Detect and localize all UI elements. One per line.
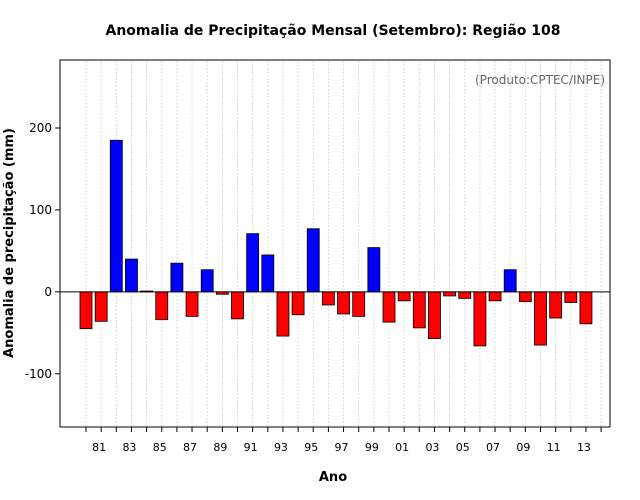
bar-04 bbox=[443, 291, 457, 297]
bar-96 bbox=[321, 291, 335, 306]
x-tick-label: 89 bbox=[213, 441, 227, 454]
x-axis: 81 83 85 87 89 91 93 95 97 99 01 03 05 07 09 11 13 bbox=[85, 427, 602, 454]
bars bbox=[79, 139, 593, 347]
y-axis-title: Anomalia de precipitação (mm) bbox=[2, 128, 17, 358]
bar-85 bbox=[155, 291, 169, 321]
y-tick-label: 200 bbox=[29, 121, 52, 135]
bar-06 bbox=[473, 291, 487, 347]
bar-97 bbox=[337, 291, 350, 315]
bar-94 bbox=[291, 291, 305, 316]
x-tick-label: 85 bbox=[153, 441, 167, 454]
bar-90 bbox=[231, 291, 244, 320]
x-tick-label: 87 bbox=[183, 441, 197, 454]
plot-area bbox=[59, 59, 611, 428]
y-tick-label: 100 bbox=[29, 203, 52, 217]
bar-80 bbox=[79, 291, 93, 330]
x-tick-label: 97 bbox=[335, 441, 349, 454]
y-axis: -100 0 100 200 bbox=[25, 121, 60, 381]
chart-title: Anomalia de Precipitação Mensal (Setembr… bbox=[106, 23, 561, 39]
bar-93 bbox=[276, 291, 290, 337]
bar-81 bbox=[94, 291, 108, 322]
bar-13 bbox=[579, 291, 593, 325]
bar-11 bbox=[549, 291, 563, 319]
bar-92 bbox=[261, 254, 275, 293]
bar-83 bbox=[125, 258, 138, 293]
y-tick-label: 0 bbox=[44, 285, 52, 299]
x-tick-label: 11 bbox=[547, 441, 561, 454]
x-tick-label: 03 bbox=[425, 441, 439, 454]
bar-95 bbox=[306, 228, 320, 293]
bar-82 bbox=[109, 139, 123, 293]
x-axis-title: Ano bbox=[319, 470, 347, 485]
bar-88 bbox=[200, 269, 214, 293]
bar-87 bbox=[185, 291, 199, 317]
bar-99 bbox=[367, 247, 381, 293]
x-tick-label: 81 bbox=[92, 441, 106, 454]
x-tick-label: 95 bbox=[304, 441, 318, 454]
x-tick-label: 07 bbox=[486, 441, 500, 454]
bar-09 bbox=[518, 291, 532, 303]
bar-05 bbox=[458, 291, 472, 299]
bar-91 bbox=[246, 233, 260, 293]
gridlines bbox=[85, 61, 602, 426]
bar-98 bbox=[352, 291, 366, 317]
x-tick-label: 09 bbox=[516, 441, 530, 454]
x-tick-label: 05 bbox=[456, 441, 470, 454]
bar-00 bbox=[382, 291, 396, 323]
bar-03 bbox=[428, 291, 441, 339]
x-tick-label: 13 bbox=[577, 441, 591, 454]
x-tick-label: 01 bbox=[395, 441, 409, 454]
x-tick-label: 83 bbox=[122, 441, 136, 454]
bar-10 bbox=[534, 291, 547, 346]
x-tick-label: 93 bbox=[274, 441, 288, 454]
y-tick-label: -100 bbox=[25, 367, 52, 381]
bar-08 bbox=[503, 269, 517, 293]
x-tick-label: 99 bbox=[365, 441, 379, 454]
bar-07 bbox=[488, 291, 502, 302]
x-tick-label: 91 bbox=[244, 441, 258, 454]
bar-12 bbox=[564, 291, 578, 303]
credit-text: (Produto:CPTEC/INPE) bbox=[475, 73, 605, 87]
bar-01 bbox=[397, 291, 411, 302]
bar-86 bbox=[170, 262, 184, 293]
bar-02 bbox=[412, 291, 426, 329]
